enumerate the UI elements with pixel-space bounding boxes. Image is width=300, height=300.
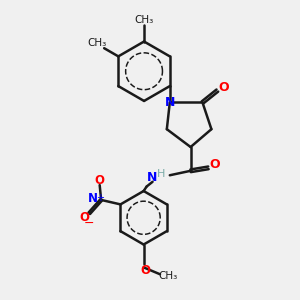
Text: CH₃: CH₃ [158,271,178,281]
Text: N: N [147,171,158,184]
Text: −: − [83,217,94,230]
Text: O: O [209,158,220,171]
Text: O: O [140,264,150,277]
Text: O: O [219,81,229,94]
Text: CH₃: CH₃ [134,15,154,25]
Text: O: O [80,211,90,224]
Text: CH₃: CH₃ [87,38,106,48]
Text: N: N [88,192,98,205]
Text: N: N [165,96,175,109]
Text: H: H [157,169,166,179]
Text: +: + [96,193,104,202]
Text: O: O [95,174,105,187]
